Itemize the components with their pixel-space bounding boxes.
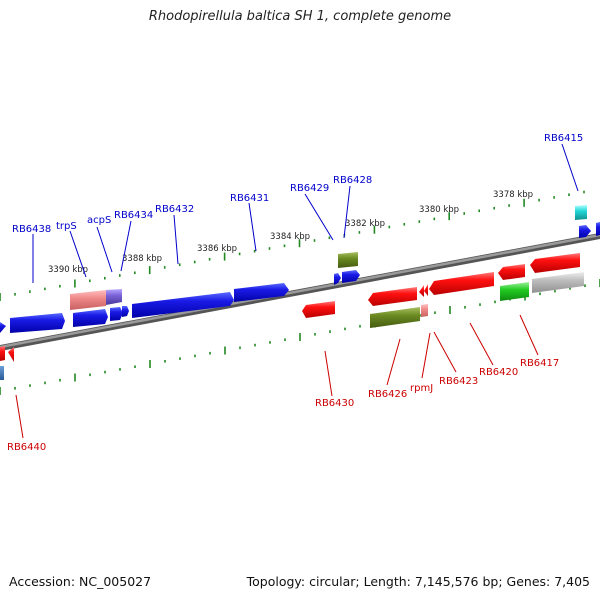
gene-arrow-RB6431 bbox=[234, 283, 289, 302]
gene-arrow-small-r1 bbox=[419, 285, 424, 297]
gene-box-RB6416 bbox=[532, 272, 584, 293]
gene-label-RB6434: RB6434 bbox=[114, 210, 153, 221]
gene-arrow-right-edge bbox=[596, 222, 600, 236]
gene-label-RB6415: RB6415 bbox=[544, 133, 583, 144]
gene-label-RB6426: RB6426 bbox=[368, 389, 407, 400]
accession-text: Accession: NC_005027 bbox=[9, 574, 152, 589]
gene-box-RB6418 bbox=[500, 282, 529, 301]
gene-label-RB6440: RB6440 bbox=[7, 442, 46, 453]
genome-summary-text: Topology: circular; Length: 7,145,576 bp… bbox=[246, 574, 590, 589]
gene-label-RB6428: RB6428 bbox=[333, 175, 372, 186]
reverse-leader-lines bbox=[15, 314, 539, 439]
forward-genes bbox=[0, 205, 600, 333]
scale-label-3390: 3390 kbp bbox=[48, 265, 88, 275]
gene-arrow-left-edge bbox=[0, 322, 6, 333]
gene-arrow-RB6417 bbox=[530, 253, 580, 273]
gene-arrow-RB6427 bbox=[368, 287, 417, 306]
gene-arrow-RB6438 bbox=[10, 313, 65, 333]
gene-arrow-RB6440 bbox=[0, 346, 5, 361]
forward-leader-lines bbox=[32, 143, 579, 283]
scale-label-3384: 3384 kbp bbox=[270, 232, 310, 242]
gene-label-RB6438: RB6438 bbox=[12, 224, 51, 235]
reverse-gene-labels: RB6440 RB6430 RB6426 rpmJ RB6423 RB6420 … bbox=[7, 358, 559, 453]
scale-labels: 3390 kbp 3388 kbp 3386 kbp 3384 kbp 3382… bbox=[48, 190, 533, 275]
gene-arrow-small-1 bbox=[122, 306, 129, 317]
gene-arrow-RB6429 bbox=[334, 273, 341, 285]
gene-label-RB6431: RB6431 bbox=[230, 193, 269, 204]
forward-gene-labels: RB6438 trpS acpS RB6434 RB6432 RB6431 RB… bbox=[12, 133, 583, 235]
gene-arrow-acpS bbox=[106, 289, 122, 305]
genome-backbone bbox=[0, 233, 600, 351]
scale-label-3378: 3378 kbp bbox=[493, 190, 533, 200]
gene-box-RB6415 bbox=[575, 205, 587, 220]
gene-arrow-RB6424 bbox=[424, 284, 428, 296]
scale-label-3388: 3388 kbp bbox=[122, 254, 162, 264]
gene-arrow-RB6428 bbox=[342, 270, 360, 283]
scale-label-3386: 3386 kbp bbox=[197, 244, 237, 254]
gene-label-trpS: trpS bbox=[56, 221, 77, 232]
scale-tick-lines bbox=[0, 190, 600, 395]
gene-arrow-RB6432 bbox=[132, 292, 234, 318]
gene-label-RB6417: RB6417 bbox=[520, 358, 559, 369]
gene-label-RB6423: RB6423 bbox=[439, 376, 478, 387]
gene-arrow-RB6433 bbox=[73, 309, 108, 327]
gene-arrow-RB6415 bbox=[579, 225, 591, 238]
gene-box-RB6426 bbox=[370, 307, 420, 328]
map-title: Rhodopirellula baltica SH 1, complete ge… bbox=[148, 9, 452, 24]
scale-label-3382: 3382 kbp bbox=[345, 219, 385, 229]
gene-label-acpS: acpS bbox=[87, 215, 111, 226]
gene-arrow-RB6420 bbox=[498, 264, 525, 280]
gene-arrow-RB6423 bbox=[429, 272, 494, 295]
gene-label-RB6430: RB6430 bbox=[315, 398, 354, 409]
scale-label-3380: 3380 kbp bbox=[419, 205, 459, 215]
gene-arrow-RB6440-b bbox=[8, 347, 14, 362]
gene-box-left-steel bbox=[0, 366, 4, 380]
gene-label-RB6432: RB6432 bbox=[155, 204, 194, 215]
gene-label-RB6420: RB6420 bbox=[479, 367, 518, 378]
gene-label-RB6429: RB6429 bbox=[290, 183, 329, 194]
gene-label-rpmJ: rpmJ bbox=[410, 383, 433, 394]
gene-box-RB6428-rna bbox=[338, 252, 358, 268]
reverse-genes bbox=[0, 253, 584, 380]
gene-arrow-RB6434 bbox=[110, 307, 123, 321]
gene-box-rpmJ bbox=[421, 304, 428, 317]
gene-arrow-RB6430 bbox=[302, 301, 335, 318]
gene-arrow-trpS bbox=[70, 290, 106, 310]
